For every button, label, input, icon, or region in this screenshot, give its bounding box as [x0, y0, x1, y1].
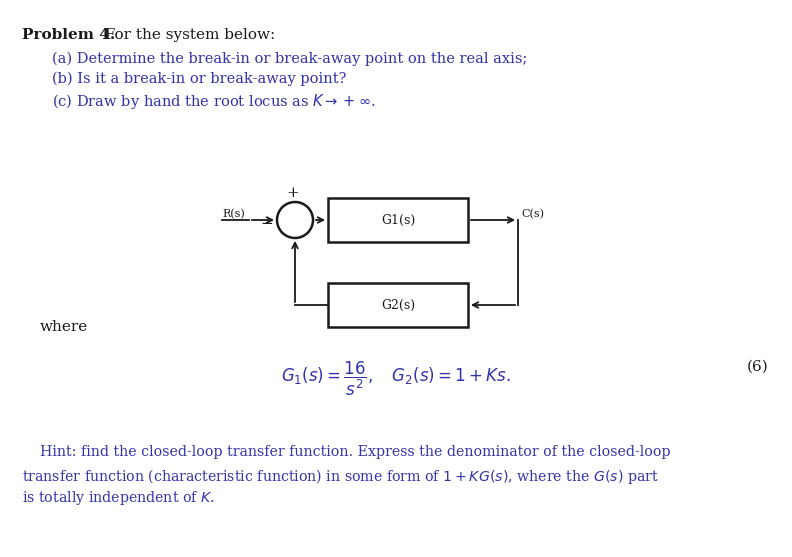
Text: R(s): R(s) — [222, 209, 245, 219]
Text: −: − — [261, 217, 273, 231]
Text: +: + — [287, 186, 299, 200]
Text: (b) Is it a break-in or break-away point?: (b) Is it a break-in or break-away point… — [52, 72, 346, 86]
Text: C(s): C(s) — [521, 209, 544, 219]
Text: Problem 4.: Problem 4. — [22, 28, 116, 42]
Text: is totally independent of $K$.: is totally independent of $K$. — [22, 489, 215, 507]
Text: Hint: find the closed-loop transfer function. Express the denominator of the clo: Hint: find the closed-loop transfer func… — [22, 445, 671, 459]
Text: G2(s): G2(s) — [381, 299, 415, 311]
Text: For the system below:: For the system below: — [100, 28, 276, 42]
Text: $G_1(s) = \dfrac{16}{s^2}, \quad G_2(s) = 1 + Ks.$: $G_1(s) = \dfrac{16}{s^2}, \quad G_2(s) … — [281, 360, 511, 398]
Text: (a) Determine the break-in or break-away point on the real axis;: (a) Determine the break-in or break-away… — [52, 52, 527, 66]
Text: transfer function (characteristic function) in some form of $1 + KG(s)$, where t: transfer function (characteristic functi… — [22, 467, 659, 486]
FancyBboxPatch shape — [328, 198, 468, 242]
Text: G1(s): G1(s) — [381, 213, 415, 227]
Text: (c) Draw by hand the root locus as $K \rightarrow +\infty$.: (c) Draw by hand the root locus as $K \r… — [52, 92, 375, 111]
Text: where: where — [40, 320, 88, 334]
FancyBboxPatch shape — [328, 283, 468, 327]
Text: (6): (6) — [746, 360, 768, 374]
